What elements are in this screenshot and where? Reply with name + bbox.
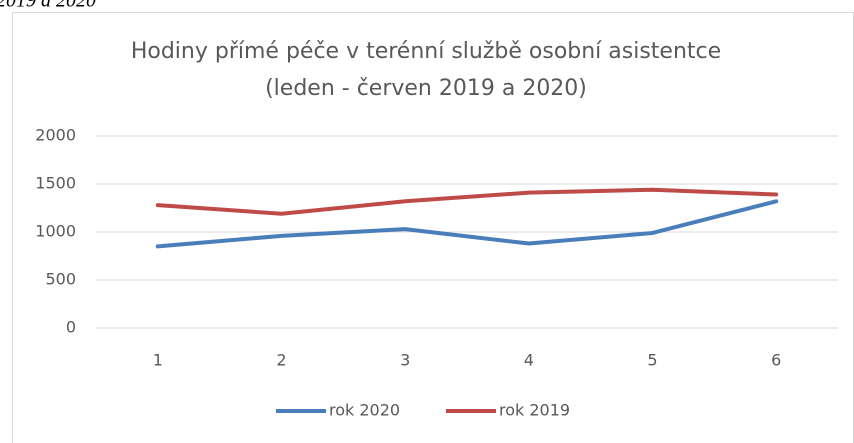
- series-line: [155, 187, 779, 216]
- chart-title: Hodiny přímé péče v terénní službě osobn…: [131, 39, 721, 64]
- x-tick-label: 5: [647, 351, 657, 370]
- legend-label: rok 2019: [499, 401, 570, 420]
- x-tick-label: 1: [153, 351, 163, 370]
- x-tick-label: 6: [771, 351, 781, 370]
- y-tick-label: 500: [45, 270, 76, 289]
- y-tick-label: 1000: [35, 222, 76, 241]
- legend-label: rok 2020: [329, 401, 400, 420]
- chart-frame: [12, 12, 854, 443]
- series-line: [155, 199, 779, 249]
- caption: 2019 a 2020: [0, 0, 96, 12]
- y-tick-label: 0: [66, 318, 76, 337]
- y-tick-label: 2000: [35, 126, 76, 145]
- x-tick-label: 2: [276, 351, 286, 370]
- chart-title: (leden - červen 2019 a 2020): [265, 76, 587, 101]
- x-tick-label: 4: [524, 351, 534, 370]
- x-tick-label: 3: [400, 351, 410, 370]
- y-tick-label: 1500: [35, 174, 76, 193]
